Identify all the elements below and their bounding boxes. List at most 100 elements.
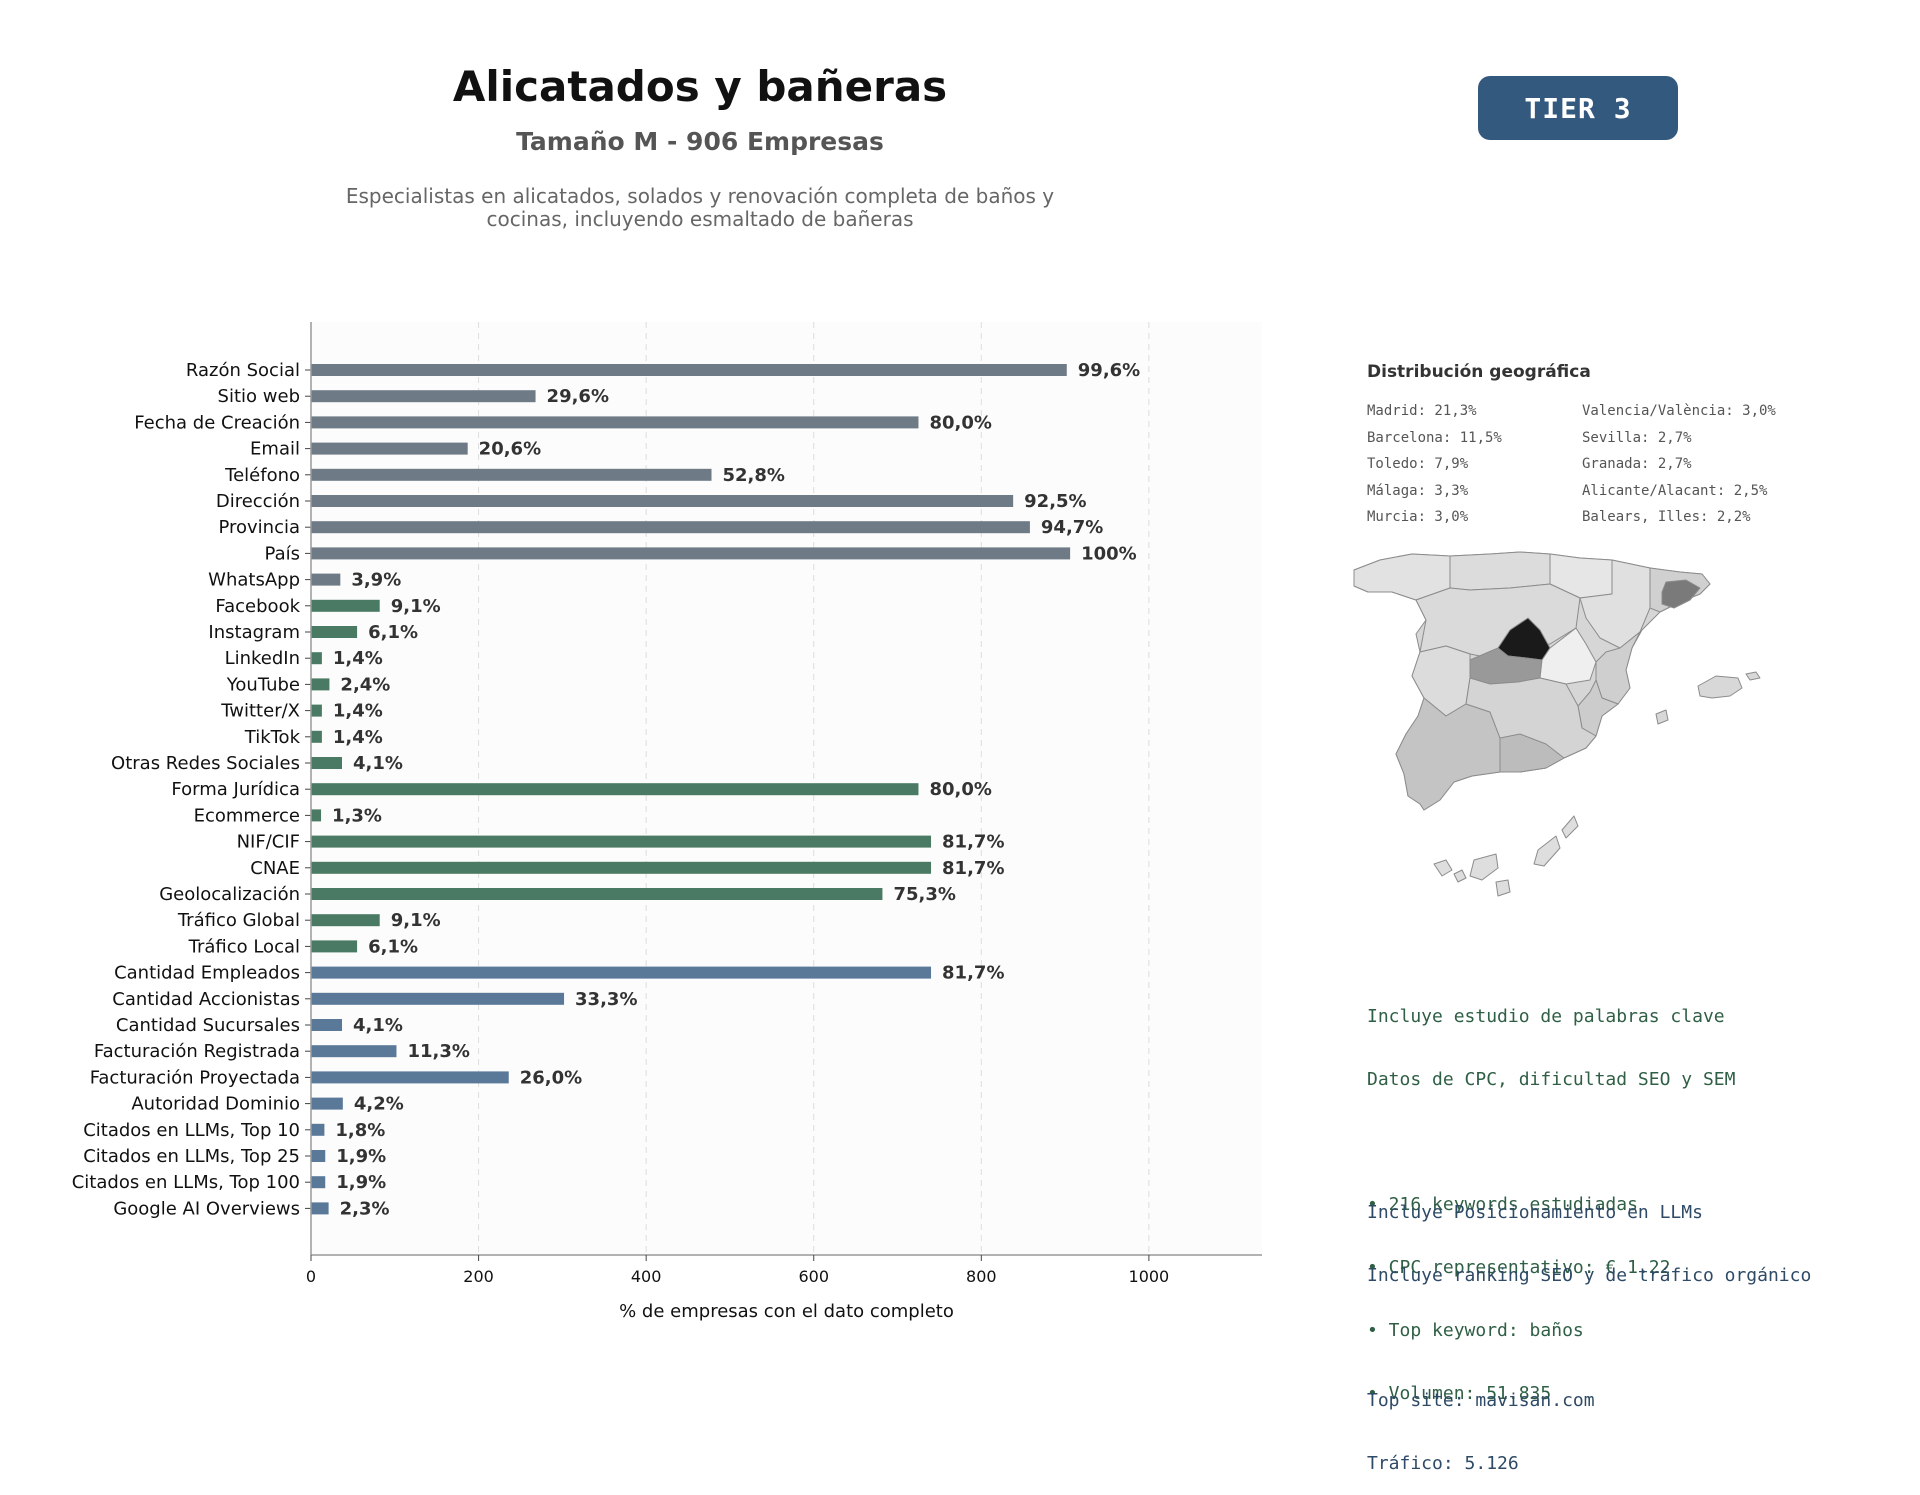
bar — [311, 1123, 325, 1136]
data-label: 81,7% — [942, 963, 1004, 984]
bar — [311, 521, 1030, 534]
data-label: 4,1% — [353, 753, 403, 774]
data-label: 2,3% — [340, 1198, 390, 1219]
data-label: 6,1% — [368, 622, 418, 643]
x-tick-label: 1000 — [1129, 1267, 1170, 1286]
data-label: 3,9% — [351, 570, 401, 591]
category-label: TikTok — [244, 727, 301, 748]
category-label: Razón Social — [186, 360, 300, 381]
data-label: 6,1% — [368, 936, 418, 957]
bar — [311, 599, 380, 612]
page-title: Alicatados y bañeras — [452, 62, 948, 111]
bar — [311, 1202, 329, 1215]
data-label: 81,7% — [942, 858, 1004, 879]
bar — [311, 809, 322, 822]
x-axis-label: % de empresas con el dato completo — [619, 1301, 954, 1322]
category-label: Facebook — [215, 596, 300, 617]
data-label: 33,3% — [575, 989, 637, 1010]
bar — [311, 1019, 343, 1031]
data-label: 20,6% — [479, 439, 541, 460]
category-label: Cantidad Sucursales — [116, 1015, 300, 1036]
geo-item: Murcia: 3,0% — [1367, 509, 1469, 525]
keyword-study-line: Incluye estudio de palabras clave — [1367, 1006, 1725, 1027]
category-label: NIF/CIF — [237, 832, 300, 853]
category-label: Forma Jurídica — [171, 779, 300, 800]
bar — [311, 678, 330, 691]
bar — [311, 914, 380, 927]
category-label: Instagram — [208, 622, 300, 643]
data-label: 80,0% — [929, 412, 991, 433]
category-label: Ecommerce — [194, 805, 300, 826]
data-completeness-chart: Razón Social 99,6% Sitio web 29,6% Fecha de … — [72, 322, 1262, 1322]
llm-seo-block: Incluye Posicionamiento en LLMs Incluye … — [1367, 1160, 1811, 1495]
bar — [311, 1150, 326, 1162]
data-label: 1,3% — [332, 805, 382, 826]
bar — [311, 966, 932, 979]
category-label: Provincia — [218, 517, 300, 538]
data-label: 11,3% — [407, 1041, 469, 1062]
map-balears — [1697, 675, 1743, 699]
keyword-bullet: • 216 keywords estudiadas — [1367, 1194, 1638, 1215]
page-subtitle: Tamaño M - 906 Empresas — [516, 127, 884, 156]
category-label: Facturación Registrada — [94, 1041, 300, 1062]
data-label: 92,5% — [1024, 491, 1086, 512]
data-label: 100% — [1081, 543, 1137, 564]
category-label: Cantidad Empleados — [114, 963, 300, 984]
data-label: 81,7% — [942, 832, 1004, 853]
category-label: WhatsApp — [208, 570, 300, 591]
map-canarias — [1533, 835, 1561, 867]
sector-description: Especialistas en alicatados, solados y r… — [320, 185, 1080, 231]
category-label: Tráfico Global — [177, 910, 300, 931]
data-label: 2,4% — [340, 674, 390, 695]
map-canarias — [1453, 869, 1467, 883]
bar — [311, 992, 565, 1005]
category-label: Teléfono — [224, 465, 300, 486]
bar — [311, 652, 322, 665]
data-label: 1,9% — [336, 1172, 386, 1193]
bar — [311, 364, 1067, 376]
category-label: Otras Redes Sociales — [111, 753, 300, 774]
category-label: Autoridad Dominio — [131, 1094, 300, 1115]
bar — [311, 730, 322, 743]
data-label: 29,6% — [547, 386, 609, 407]
data-label: 9,1% — [391, 596, 441, 617]
geo-item: Málaga: 3,3% — [1367, 482, 1469, 499]
category-label: Geolocalización — [159, 884, 300, 905]
data-label: 1,8% — [335, 1120, 385, 1141]
category-label: Sitio web — [218, 386, 300, 407]
data-label: 1,4% — [333, 648, 383, 669]
category-label: YouTube — [226, 674, 300, 695]
category-label: País — [265, 543, 300, 564]
map-canarias — [1469, 853, 1499, 881]
geo-item: Toledo: 7,9% — [1367, 456, 1469, 472]
category-label: LinkedIn — [225, 648, 300, 669]
category-label: Email — [250, 439, 300, 460]
data-label: 75,3% — [893, 884, 955, 905]
x-tick-label: 600 — [798, 1267, 829, 1286]
map-canarias — [1495, 879, 1511, 897]
keyword-study-line: Datos de CPC, dificultad SEO y SEM — [1367, 1069, 1736, 1090]
bar — [311, 1176, 326, 1189]
geo-item: Sevilla: 2,7% — [1582, 429, 1692, 446]
data-label: 26,0% — [520, 1067, 582, 1088]
top-site: Top site: mavisan.com — [1367, 1390, 1595, 1411]
x-tick-label: 200 — [463, 1267, 494, 1286]
geo-distribution-list: Madrid: 21,3% Barcelona: 11,5% Toledo: 7… — [1367, 398, 1827, 531]
bar — [311, 861, 932, 874]
map-canarias — [1561, 815, 1579, 839]
category-label: Fecha de Creación — [134, 412, 300, 433]
geo-item: Barcelona: 11,5% — [1367, 429, 1502, 446]
map-barcelona — [1661, 579, 1701, 609]
data-label: 1,4% — [333, 727, 383, 748]
x-tick-label: 0 — [306, 1267, 316, 1286]
map-region — [1499, 733, 1565, 773]
map-region — [1395, 697, 1501, 811]
bar — [311, 888, 883, 900]
data-label: 1,9% — [336, 1146, 386, 1167]
bar — [311, 416, 919, 429]
geo-item: Granada: 2,7% — [1582, 456, 1692, 472]
category-label: Facturación Proyectada — [90, 1067, 300, 1088]
llm-line: Incluye Posicionamiento en LLMs — [1367, 1202, 1703, 1223]
description-line: cocinas, incluyendo esmaltado de bañeras — [486, 207, 914, 231]
bar — [311, 757, 343, 769]
